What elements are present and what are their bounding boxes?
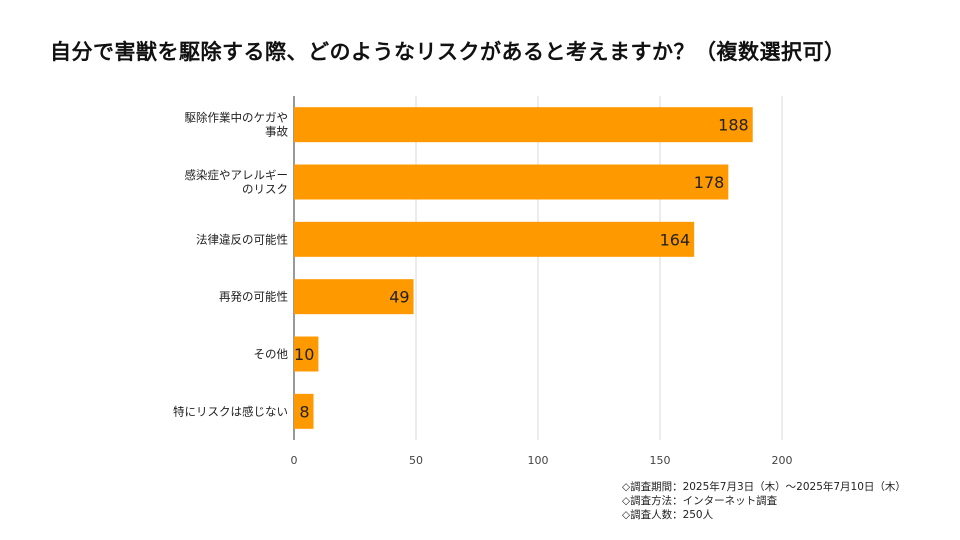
category-label-line: 再発の可能性 <box>219 290 288 304</box>
category-label-line: 駆除作業中のケガや <box>185 111 289 125</box>
category-label-line: 感染症やアレルギー <box>185 168 289 182</box>
category-label-line: のリスク <box>242 182 288 196</box>
bar <box>294 336 319 372</box>
survey-notes: ◇調査期間：2025年7月3日（木）〜2025年7月10日（木） ◇調査方法：イ… <box>622 480 906 522</box>
survey-respondents-note: ◇調査人数：250人 <box>622 509 714 521</box>
category-label: 特にリスクは感じない <box>173 404 288 418</box>
x-tick-label: 150 <box>650 454 671 467</box>
category-label: 駆除作業中のケガや事故 <box>185 111 289 139</box>
category-label: 感染症やアレルギーのリスク <box>185 168 289 196</box>
bar <box>294 107 753 143</box>
survey-period-note: ◇調査期間：2025年7月3日（木）〜2025年7月10日（木） <box>622 481 906 493</box>
bar-value-label: 8 <box>299 402 309 421</box>
category-label: 法律違反の可能性 <box>196 232 288 246</box>
category-label-line: 特にリスクは感じない <box>173 404 288 418</box>
category-label-line: その他 <box>254 347 289 361</box>
bar-value-label: 10 <box>294 345 314 364</box>
x-tick-label: 100 <box>528 454 549 467</box>
category-label-line: 事故 <box>265 125 288 139</box>
category-label-line: 法律違反の可能性 <box>196 232 288 246</box>
bar-value-label: 178 <box>694 173 725 192</box>
x-tick-label: 50 <box>409 454 423 467</box>
bar-value-label: 164 <box>660 230 691 249</box>
bar-value-label: 188 <box>718 116 749 135</box>
bar-value-label: 49 <box>389 288 409 307</box>
bar <box>294 164 729 200</box>
x-tick-label: 200 <box>772 454 793 467</box>
category-label: 再発の可能性 <box>219 290 288 304</box>
bar <box>294 393 314 429</box>
chart-title: 自分で害獣を駆除する際、どのようなリスクがあると考えますか？（複数選択可） <box>50 40 846 64</box>
x-tick-label: 0 <box>291 454 298 467</box>
category-label: その他 <box>254 347 289 361</box>
survey-method-note: ◇調査方法：インターネット調査 <box>622 495 778 507</box>
bar <box>294 279 414 315</box>
bar <box>294 221 695 257</box>
